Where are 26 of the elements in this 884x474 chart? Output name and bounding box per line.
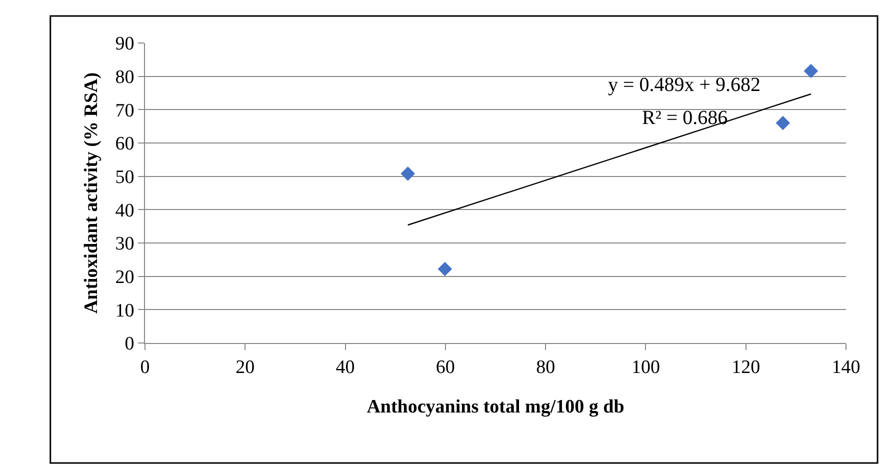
point xyxy=(438,262,452,276)
x-tick-label: 100 xyxy=(631,356,660,378)
x-tick-label: 0 xyxy=(140,356,150,378)
point xyxy=(776,116,790,130)
x-tick-label: 140 xyxy=(832,356,860,378)
annotation: R² = 0.686 xyxy=(642,107,728,129)
y-tick-label: 40 xyxy=(115,200,134,222)
y-tick-label: 80 xyxy=(115,66,134,88)
y-tick-label: 50 xyxy=(115,166,134,188)
y-tick-label: 70 xyxy=(115,100,134,122)
annotation: y = 0.489x + 9.682 xyxy=(608,74,761,96)
point xyxy=(400,166,416,181)
x-tick-label: 60 xyxy=(436,356,455,378)
x-tick-label: 40 xyxy=(336,356,355,378)
y-tick-label: 20 xyxy=(115,266,134,288)
x-axis-title: Anthocyanins total mg/100 g db xyxy=(366,396,624,418)
x-tick-label: 20 xyxy=(236,356,255,378)
y-tick-label: 30 xyxy=(115,234,134,255)
x-tick-label: 120 xyxy=(732,356,760,378)
y-tick-label: 10 xyxy=(115,300,134,322)
y-tick-label: 60 xyxy=(115,134,134,155)
point xyxy=(804,64,818,78)
y-tick-label: 0 xyxy=(124,334,134,355)
y-tick-label: 90 xyxy=(115,34,134,55)
x-tick-label: 80 xyxy=(536,356,556,378)
y-axis-title: Antioxidant activity (% RSA) xyxy=(81,72,102,314)
